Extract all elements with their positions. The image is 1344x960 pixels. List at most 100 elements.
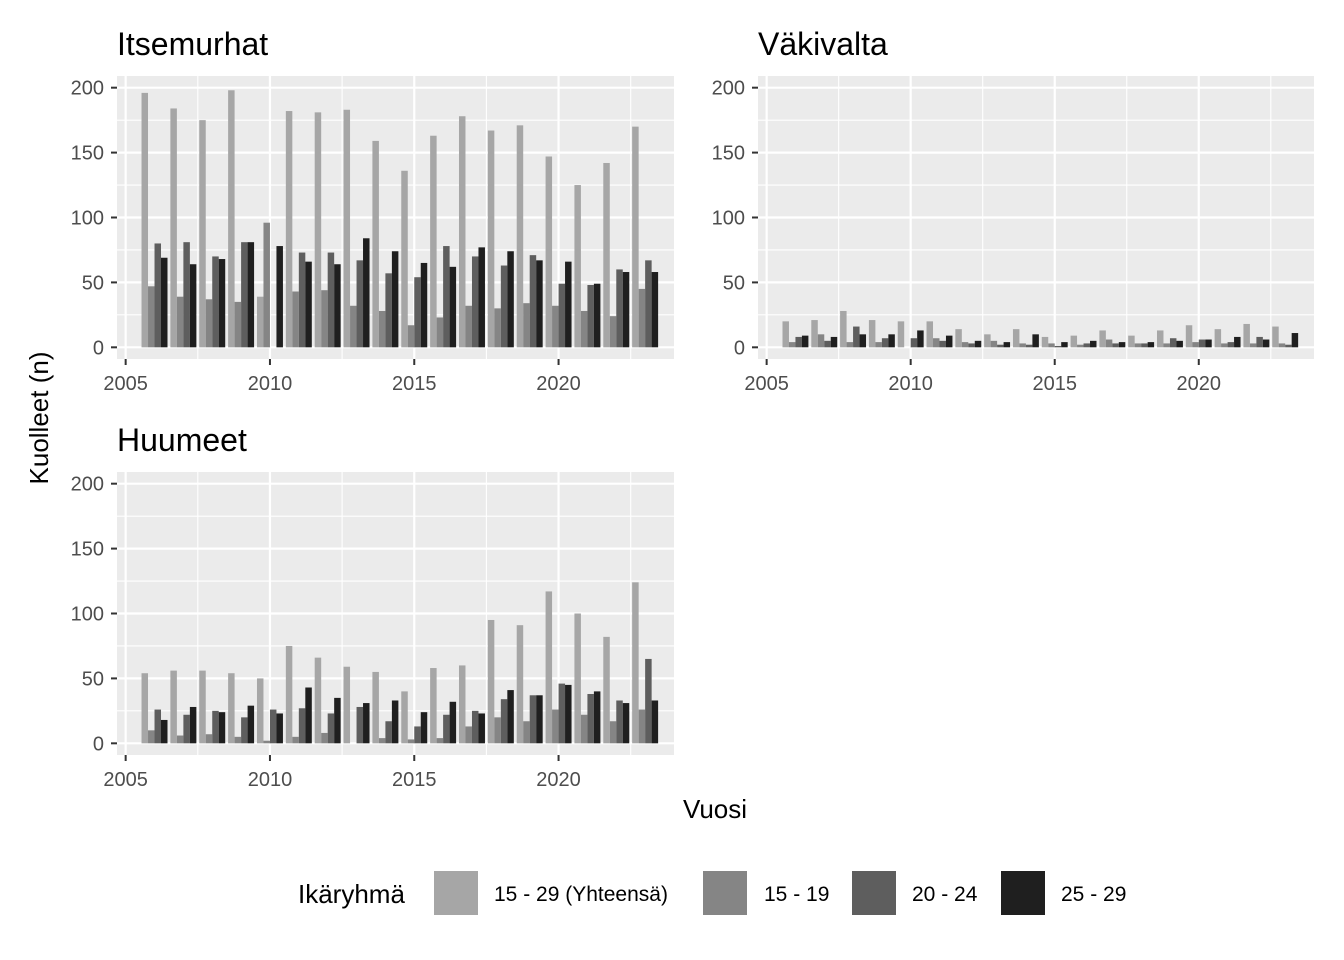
bar (997, 344, 1004, 348)
bar (875, 342, 882, 348)
bar (945, 335, 953, 348)
x-tick-label: 2020 (536, 769, 581, 791)
bar (372, 140, 379, 348)
bar (516, 125, 524, 348)
legend-items: 15 - 29 (Yhteensä) 15 - 19 20 - 24 25 - 29 (434, 871, 1126, 915)
bar (350, 305, 357, 348)
legend-key (434, 871, 478, 915)
bar (1214, 329, 1222, 348)
bar (1025, 344, 1033, 348)
legend-label: 20 - 24 (912, 883, 978, 906)
bar (1256, 336, 1263, 348)
bar (1285, 344, 1292, 348)
bar (1278, 343, 1286, 348)
x-tick-label: 2015 (392, 373, 437, 395)
bar (356, 706, 364, 744)
bar (603, 636, 610, 744)
bar (256, 296, 264, 348)
bar (897, 321, 905, 348)
facet-panel: Itsemurhat 0 50 100 150 200 2005 2010 2015 2020 (71, 26, 674, 395)
bar (458, 665, 466, 744)
x-tick-label: 2005 (103, 769, 148, 791)
bar (161, 257, 168, 348)
bar (199, 120, 206, 348)
bar (587, 285, 594, 348)
bar (391, 700, 399, 744)
bar (853, 326, 860, 348)
bar (622, 703, 630, 744)
bar (458, 116, 466, 348)
bar (407, 739, 415, 744)
bar (507, 251, 514, 348)
bar (276, 713, 283, 744)
bar (292, 736, 299, 744)
bar (443, 714, 450, 744)
bar (334, 264, 341, 348)
bar (343, 109, 351, 348)
legend-label: 15 - 19 (764, 883, 829, 906)
bar (205, 299, 213, 348)
bar (910, 338, 918, 348)
bar (1234, 336, 1241, 348)
bar (1105, 339, 1113, 348)
bar (955, 329, 962, 348)
bar (565, 684, 572, 744)
bar (414, 726, 421, 744)
bar (334, 697, 341, 744)
y-tick-label: 50 (82, 272, 104, 294)
bar (1163, 343, 1170, 348)
bar (212, 256, 219, 348)
bar (228, 90, 235, 348)
bar (414, 277, 421, 348)
bar (314, 657, 322, 744)
y-tick-label: 200 (71, 474, 104, 496)
bar (507, 690, 514, 744)
bar (593, 283, 601, 348)
bar (888, 334, 895, 348)
y-tick-label: 200 (712, 78, 745, 100)
bar (170, 670, 177, 744)
legend-title: Ikäryhmä (298, 879, 405, 909)
bar (984, 334, 991, 348)
bar (183, 242, 190, 348)
bar (1054, 346, 1062, 348)
bar (500, 265, 508, 348)
bar (574, 185, 581, 348)
bar (536, 260, 543, 348)
bar (263, 222, 270, 348)
y-tick-label: 50 (723, 272, 745, 294)
bar (616, 700, 623, 744)
panel-title: Väkivalta (758, 26, 888, 62)
x-tick-label: 2020 (536, 373, 581, 395)
bar (292, 291, 299, 348)
bar (1169, 338, 1177, 348)
bar (638, 288, 646, 348)
bar (343, 666, 351, 744)
bar (609, 721, 617, 744)
bar (436, 317, 444, 348)
bar (436, 738, 444, 744)
bar (183, 714, 190, 744)
y-tick-label: 0 (93, 337, 104, 359)
bar (580, 714, 588, 744)
facet-panel: Väkivalta 0 50 100 150 200 2005 2010 2015 2020 (712, 26, 1314, 395)
bar (552, 709, 559, 744)
bar (234, 736, 242, 744)
bar (558, 683, 566, 744)
x-tick-label: 2005 (103, 373, 148, 395)
bar (1198, 339, 1206, 348)
bar (391, 251, 399, 348)
bar (1227, 342, 1235, 348)
panel-title: Huumeet (117, 422, 247, 458)
bar (632, 582, 639, 744)
bar (1077, 344, 1084, 348)
bar (859, 334, 867, 348)
bar (321, 290, 328, 348)
bar (1192, 342, 1199, 348)
bar (471, 710, 479, 744)
bar (148, 286, 155, 348)
bar (154, 243, 162, 348)
y-tick-label: 150 (71, 143, 104, 165)
bar (285, 111, 293, 348)
